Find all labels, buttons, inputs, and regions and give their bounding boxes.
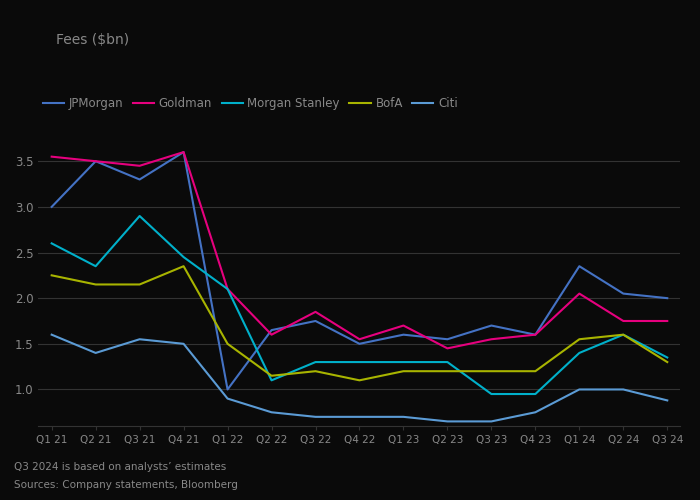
Morgan Stanley — [356, 359, 364, 365]
BofA — [399, 368, 407, 374]
JPMorgan — [356, 341, 364, 347]
Line: BofA: BofA — [52, 266, 667, 380]
BofA — [312, 368, 320, 374]
JPMorgan — [48, 204, 56, 210]
Goldman — [619, 318, 627, 324]
Citi — [48, 332, 56, 338]
Legend: JPMorgan, Goldman, Morgan Stanley, BofA, Citi: JPMorgan, Goldman, Morgan Stanley, BofA,… — [38, 92, 463, 115]
Citi — [399, 414, 407, 420]
Morgan Stanley — [487, 391, 496, 397]
Morgan Stanley — [267, 378, 276, 384]
Line: Goldman: Goldman — [52, 152, 667, 348]
Goldman — [92, 158, 100, 164]
BofA — [487, 368, 496, 374]
Morgan Stanley — [92, 263, 100, 269]
JPMorgan — [223, 386, 232, 392]
Morgan Stanley — [619, 332, 627, 338]
Morgan Stanley — [135, 213, 143, 219]
Morgan Stanley — [48, 240, 56, 246]
Citi — [356, 414, 364, 420]
JPMorgan — [487, 322, 496, 328]
JPMorgan — [135, 176, 143, 182]
JPMorgan — [92, 158, 100, 164]
BofA — [531, 368, 540, 374]
BofA — [179, 263, 188, 269]
Citi — [487, 418, 496, 424]
Morgan Stanley — [223, 286, 232, 292]
BofA — [443, 368, 452, 374]
Text: Sources: Company statements, Bloomberg: Sources: Company statements, Bloomberg — [14, 480, 238, 490]
JPMorgan — [179, 149, 188, 155]
Goldman — [575, 290, 584, 296]
Line: Citi: Citi — [52, 334, 667, 422]
BofA — [663, 359, 671, 365]
Goldman — [48, 154, 56, 160]
JPMorgan — [575, 263, 584, 269]
BofA — [267, 373, 276, 379]
Goldman — [135, 163, 143, 169]
Goldman — [487, 336, 496, 342]
Line: Morgan Stanley: Morgan Stanley — [52, 216, 667, 394]
JPMorgan — [399, 332, 407, 338]
JPMorgan — [663, 295, 671, 301]
BofA — [223, 341, 232, 347]
Morgan Stanley — [312, 359, 320, 365]
Citi — [92, 350, 100, 356]
Goldman — [179, 149, 188, 155]
JPMorgan — [312, 318, 320, 324]
Goldman — [663, 318, 671, 324]
Citi — [575, 386, 584, 392]
Citi — [443, 418, 452, 424]
Morgan Stanley — [179, 254, 188, 260]
Morgan Stanley — [399, 359, 407, 365]
Morgan Stanley — [443, 359, 452, 365]
Text: Q3 2024 is based on analysts’ estimates: Q3 2024 is based on analysts’ estimates — [14, 462, 226, 472]
JPMorgan — [443, 336, 452, 342]
BofA — [92, 282, 100, 288]
BofA — [619, 332, 627, 338]
Goldman — [223, 286, 232, 292]
Goldman — [312, 309, 320, 315]
BofA — [575, 336, 584, 342]
Goldman — [531, 332, 540, 338]
JPMorgan — [267, 327, 276, 333]
Morgan Stanley — [663, 354, 671, 360]
Citi — [267, 410, 276, 416]
BofA — [48, 272, 56, 278]
Goldman — [356, 336, 364, 342]
BofA — [135, 282, 143, 288]
Citi — [179, 341, 188, 347]
Citi — [663, 398, 671, 404]
Morgan Stanley — [531, 391, 540, 397]
Morgan Stanley — [575, 350, 584, 356]
JPMorgan — [619, 290, 627, 296]
Citi — [312, 414, 320, 420]
Goldman — [267, 332, 276, 338]
Citi — [619, 386, 627, 392]
Line: JPMorgan: JPMorgan — [52, 152, 667, 390]
Citi — [223, 396, 232, 402]
Citi — [135, 336, 143, 342]
Goldman — [443, 346, 452, 352]
JPMorgan — [531, 332, 540, 338]
Text: Fees ($bn): Fees ($bn) — [56, 32, 129, 46]
BofA — [356, 378, 364, 384]
Goldman — [399, 322, 407, 328]
Citi — [531, 410, 540, 416]
